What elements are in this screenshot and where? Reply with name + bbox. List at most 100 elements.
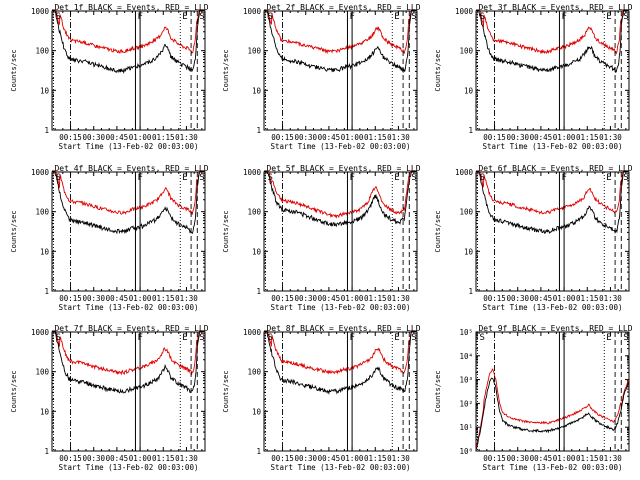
plot-frame [263,331,418,452]
x-tick-label: 01:15 [364,454,387,463]
series-lld-line [476,170,629,215]
x-tick-label: 00:15 [271,133,294,142]
x-axis-label: Start Time (13-Feb-02 00:03:00) [271,463,411,472]
series-lld-line [264,170,417,219]
x-tick-label: 01:30 [599,294,622,303]
x-axis-label: Start Time (13-Feb-02 00:03:00) [483,303,623,312]
event-marker-label: S [268,12,273,22]
y-tick-label: 10⁰ [459,447,473,456]
y-tick-label: 1000 [455,7,474,16]
event-marker-label: S [623,12,628,22]
chart-title: Det 7f BLACK = Events, RED = LLD [54,324,208,333]
y-tick-label: 100 [35,208,49,217]
y-axis-label: Counts/sec [10,49,18,91]
x-tick-label: 00:45 [530,454,553,463]
event-marker-label: E [606,173,611,183]
x-tick-label: 01:15 [576,294,599,303]
x-tick-label: 00:15 [483,454,506,463]
x-tick-label: 00:45 [106,454,129,463]
chart-title: Det 4f BLACK = Events, RED = LLD [54,164,208,173]
x-tick-label: 01:15 [576,133,599,142]
event-marker-label: S [268,173,273,183]
x-tick-label: 00:15 [59,294,82,303]
y-axis-label: Counts/sec [434,370,442,412]
y-axis-label: Counts/sec [222,210,230,252]
y-tick-label: 10¹ [459,423,473,432]
x-tick-label: 00:45 [106,294,129,303]
x-tick-label: 01:30 [175,294,198,303]
y-tick-label: 100 [459,47,473,56]
y-tick-label: 1 [44,126,49,135]
chart-panel: Det 3f BLACK = Events, RED = LLD Counts/s… [434,3,633,151]
x-tick-label: 00:30 [82,454,105,463]
series-lld-line [476,9,629,55]
x-tick-label: 00:45 [530,294,553,303]
x-tick-label: 00:30 [294,294,317,303]
y-tick-label: 1000 [243,328,262,337]
x-tick-label: 00:30 [506,133,529,142]
x-tick-label: 01:15 [576,454,599,463]
plot-frame [51,10,206,131]
x-tick-label: 00:45 [318,133,341,142]
y-tick-label: 1000 [243,168,262,177]
x-axis-label: Start Time (13-Feb-02 00:03:00) [483,463,623,472]
x-tick-label: 00:30 [294,454,317,463]
x-tick-label: 01:00 [129,294,152,303]
event-marker-label: E [394,173,399,183]
x-tick-label: 01:00 [553,454,576,463]
plot-frame [475,331,630,452]
x-tick-label: 01:30 [599,133,622,142]
y-tick-label: 10 [40,86,50,95]
y-tick-label: 100 [247,368,261,377]
y-tick-label: 1000 [31,7,50,16]
series-lld-line [475,368,630,450]
x-axis-label: Start Time (13-Feb-02 00:03:00) [59,303,199,312]
chart-panel: Det 4f BLACK = Events, RED = LLD Counts/s… [10,164,209,312]
chart-title: Det 9f BLACK = Events, RED = LLD [478,324,632,333]
x-tick-label: 00:15 [271,454,294,463]
event-marker-label: S [56,173,61,183]
plot-frame [263,10,418,131]
x-tick-label: 00:30 [294,133,317,142]
y-tick-label: 10 [40,407,50,416]
chart-title: Det 5f BLACK = Events, RED = LLD [266,164,420,173]
chart-title: Det 8f BLACK = Events, RED = LLD [266,324,420,333]
y-tick-label: 1 [44,287,49,296]
series-lld-line [52,9,205,54]
plot-frame [475,10,630,131]
chart-title: Det 2f BLACK = Events, RED = LLD [266,3,420,12]
chart-title: Det 6f BLACK = Events, RED = LLD [478,164,632,173]
x-axis-label: Start Time (13-Feb-02 00:03:00) [59,463,199,472]
chart-panel: Det 2f BLACK = Events, RED = LLD Counts/s… [222,3,421,151]
y-tick-label: 10⁵ [459,328,473,337]
plot-frame [263,171,418,292]
y-tick-label: 10 [252,407,262,416]
chart-panel: Det 6f BLACK = Events, RED = LLD Counts/s… [434,164,633,312]
y-tick-label: 1000 [31,168,50,177]
chart-panel: Det 5f BLACK = Events, RED = LLD Counts/s… [222,164,421,312]
y-axis-label: Counts/sec [222,49,230,91]
series-lld-line [52,170,205,215]
y-tick-label: 100 [35,47,49,56]
x-tick-label: 01:30 [387,454,410,463]
chart-title: Det 1f BLACK = Events, RED = LLD [54,3,208,12]
y-tick-label: 1000 [243,7,262,16]
x-tick-label: 00:30 [506,294,529,303]
y-tick-label: 10 [464,86,474,95]
x-tick-label: 01:15 [364,133,387,142]
series-events-line [52,9,205,74]
plot-frame [51,331,206,452]
x-tick-label: 00:15 [271,294,294,303]
x-tick-label: 01:30 [175,133,198,142]
chart-title: Det 3f BLACK = Events, RED = LLD [478,3,632,12]
event-marker-label: S [480,173,485,183]
event-marker-label: S [199,333,204,343]
event-marker-label: S [411,333,416,343]
series-lld-line [264,9,417,55]
x-axis-label: Start Time (13-Feb-02 00:03:00) [59,142,199,151]
x-tick-label: 01:00 [341,294,364,303]
y-tick-label: 10 [252,86,262,95]
x-tick-label: 00:45 [318,294,341,303]
y-axis-label: Counts/sec [10,370,18,412]
series-events-line [52,330,205,394]
